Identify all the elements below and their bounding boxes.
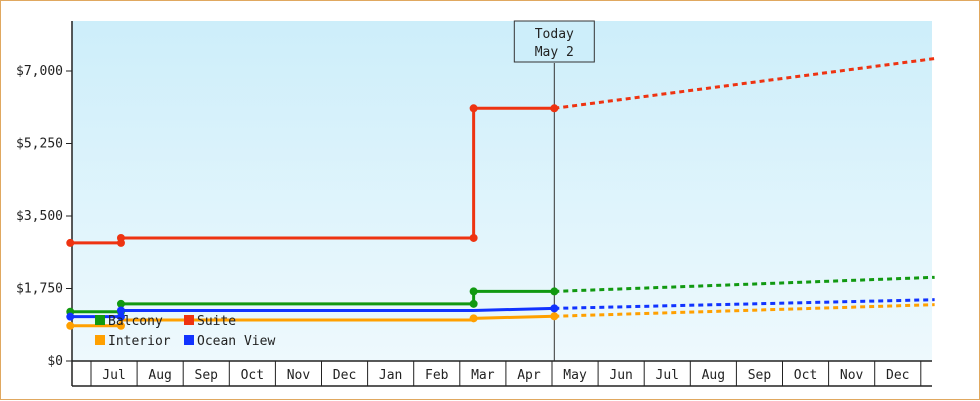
x-tick-label: Apr: [517, 368, 541, 383]
data-point: [469, 299, 478, 308]
legend-swatch: [184, 315, 194, 325]
y-tick-label: $7,000: [16, 64, 63, 79]
x-tick-label: Jul: [656, 368, 679, 383]
x-tick-label: Sep: [748, 368, 772, 383]
x-tick-label: Aug: [702, 368, 725, 383]
today-date: May 2: [535, 45, 574, 60]
data-point: [116, 321, 125, 330]
legend-label: Suite: [197, 314, 236, 329]
series-forecast-line: [554, 303, 935, 318]
x-tick-label: Nov: [287, 368, 311, 383]
x-tick-label: May: [563, 368, 587, 383]
series-line: [70, 106, 555, 245]
data-point: [469, 233, 478, 242]
data-point: [550, 304, 559, 313]
legend-label: Ocean View: [197, 334, 275, 349]
data-point: [116, 233, 125, 242]
x-tick-label: Dec: [886, 368, 909, 383]
x-tick-label: Nov: [840, 368, 864, 383]
data-point: [66, 238, 75, 247]
series-forecast-line: [554, 57, 935, 110]
legend-swatch: [95, 315, 105, 325]
x-tick-label: Oct: [241, 368, 264, 383]
today-box: [513, 20, 595, 63]
data-point: [116, 299, 125, 308]
y-tick-label: $1,750: [16, 282, 63, 297]
x-tick-label: Jan: [379, 368, 402, 383]
data-point: [550, 287, 559, 296]
data-point: [116, 312, 125, 321]
data-point: [550, 312, 559, 321]
series-line: [70, 289, 555, 314]
series-forecast-line: [554, 275, 935, 293]
y-tick-label: $0: [47, 354, 63, 369]
today-label: Today: [535, 27, 574, 42]
x-tick-label: Dec: [333, 368, 356, 383]
x-tick-label: Jul: [102, 368, 125, 383]
data-point: [469, 287, 478, 296]
series-forecast-line: [554, 298, 935, 310]
x-tick-label: Feb: [425, 368, 449, 383]
data-point: [116, 306, 125, 315]
data-point: [66, 312, 75, 321]
data-point: [550, 104, 559, 113]
y-tick-label: $3,500: [16, 209, 63, 224]
x-tick-label: Mar: [471, 368, 495, 383]
y-tick-label: $5,250: [16, 137, 63, 152]
legend-swatch: [184, 335, 194, 345]
data-point: [66, 321, 75, 330]
data-point: [469, 314, 478, 323]
legend-swatch: [95, 335, 105, 345]
series-line: [70, 314, 555, 328]
x-tick-label: Jun: [609, 368, 632, 383]
legend-label: Interior: [108, 334, 171, 349]
x-tick-label: Aug: [148, 368, 171, 383]
legend-label: Balcony: [108, 314, 163, 329]
data-point: [469, 104, 478, 113]
x-tick-label: Sep: [195, 368, 219, 383]
x-tick-label: Oct: [794, 368, 817, 383]
